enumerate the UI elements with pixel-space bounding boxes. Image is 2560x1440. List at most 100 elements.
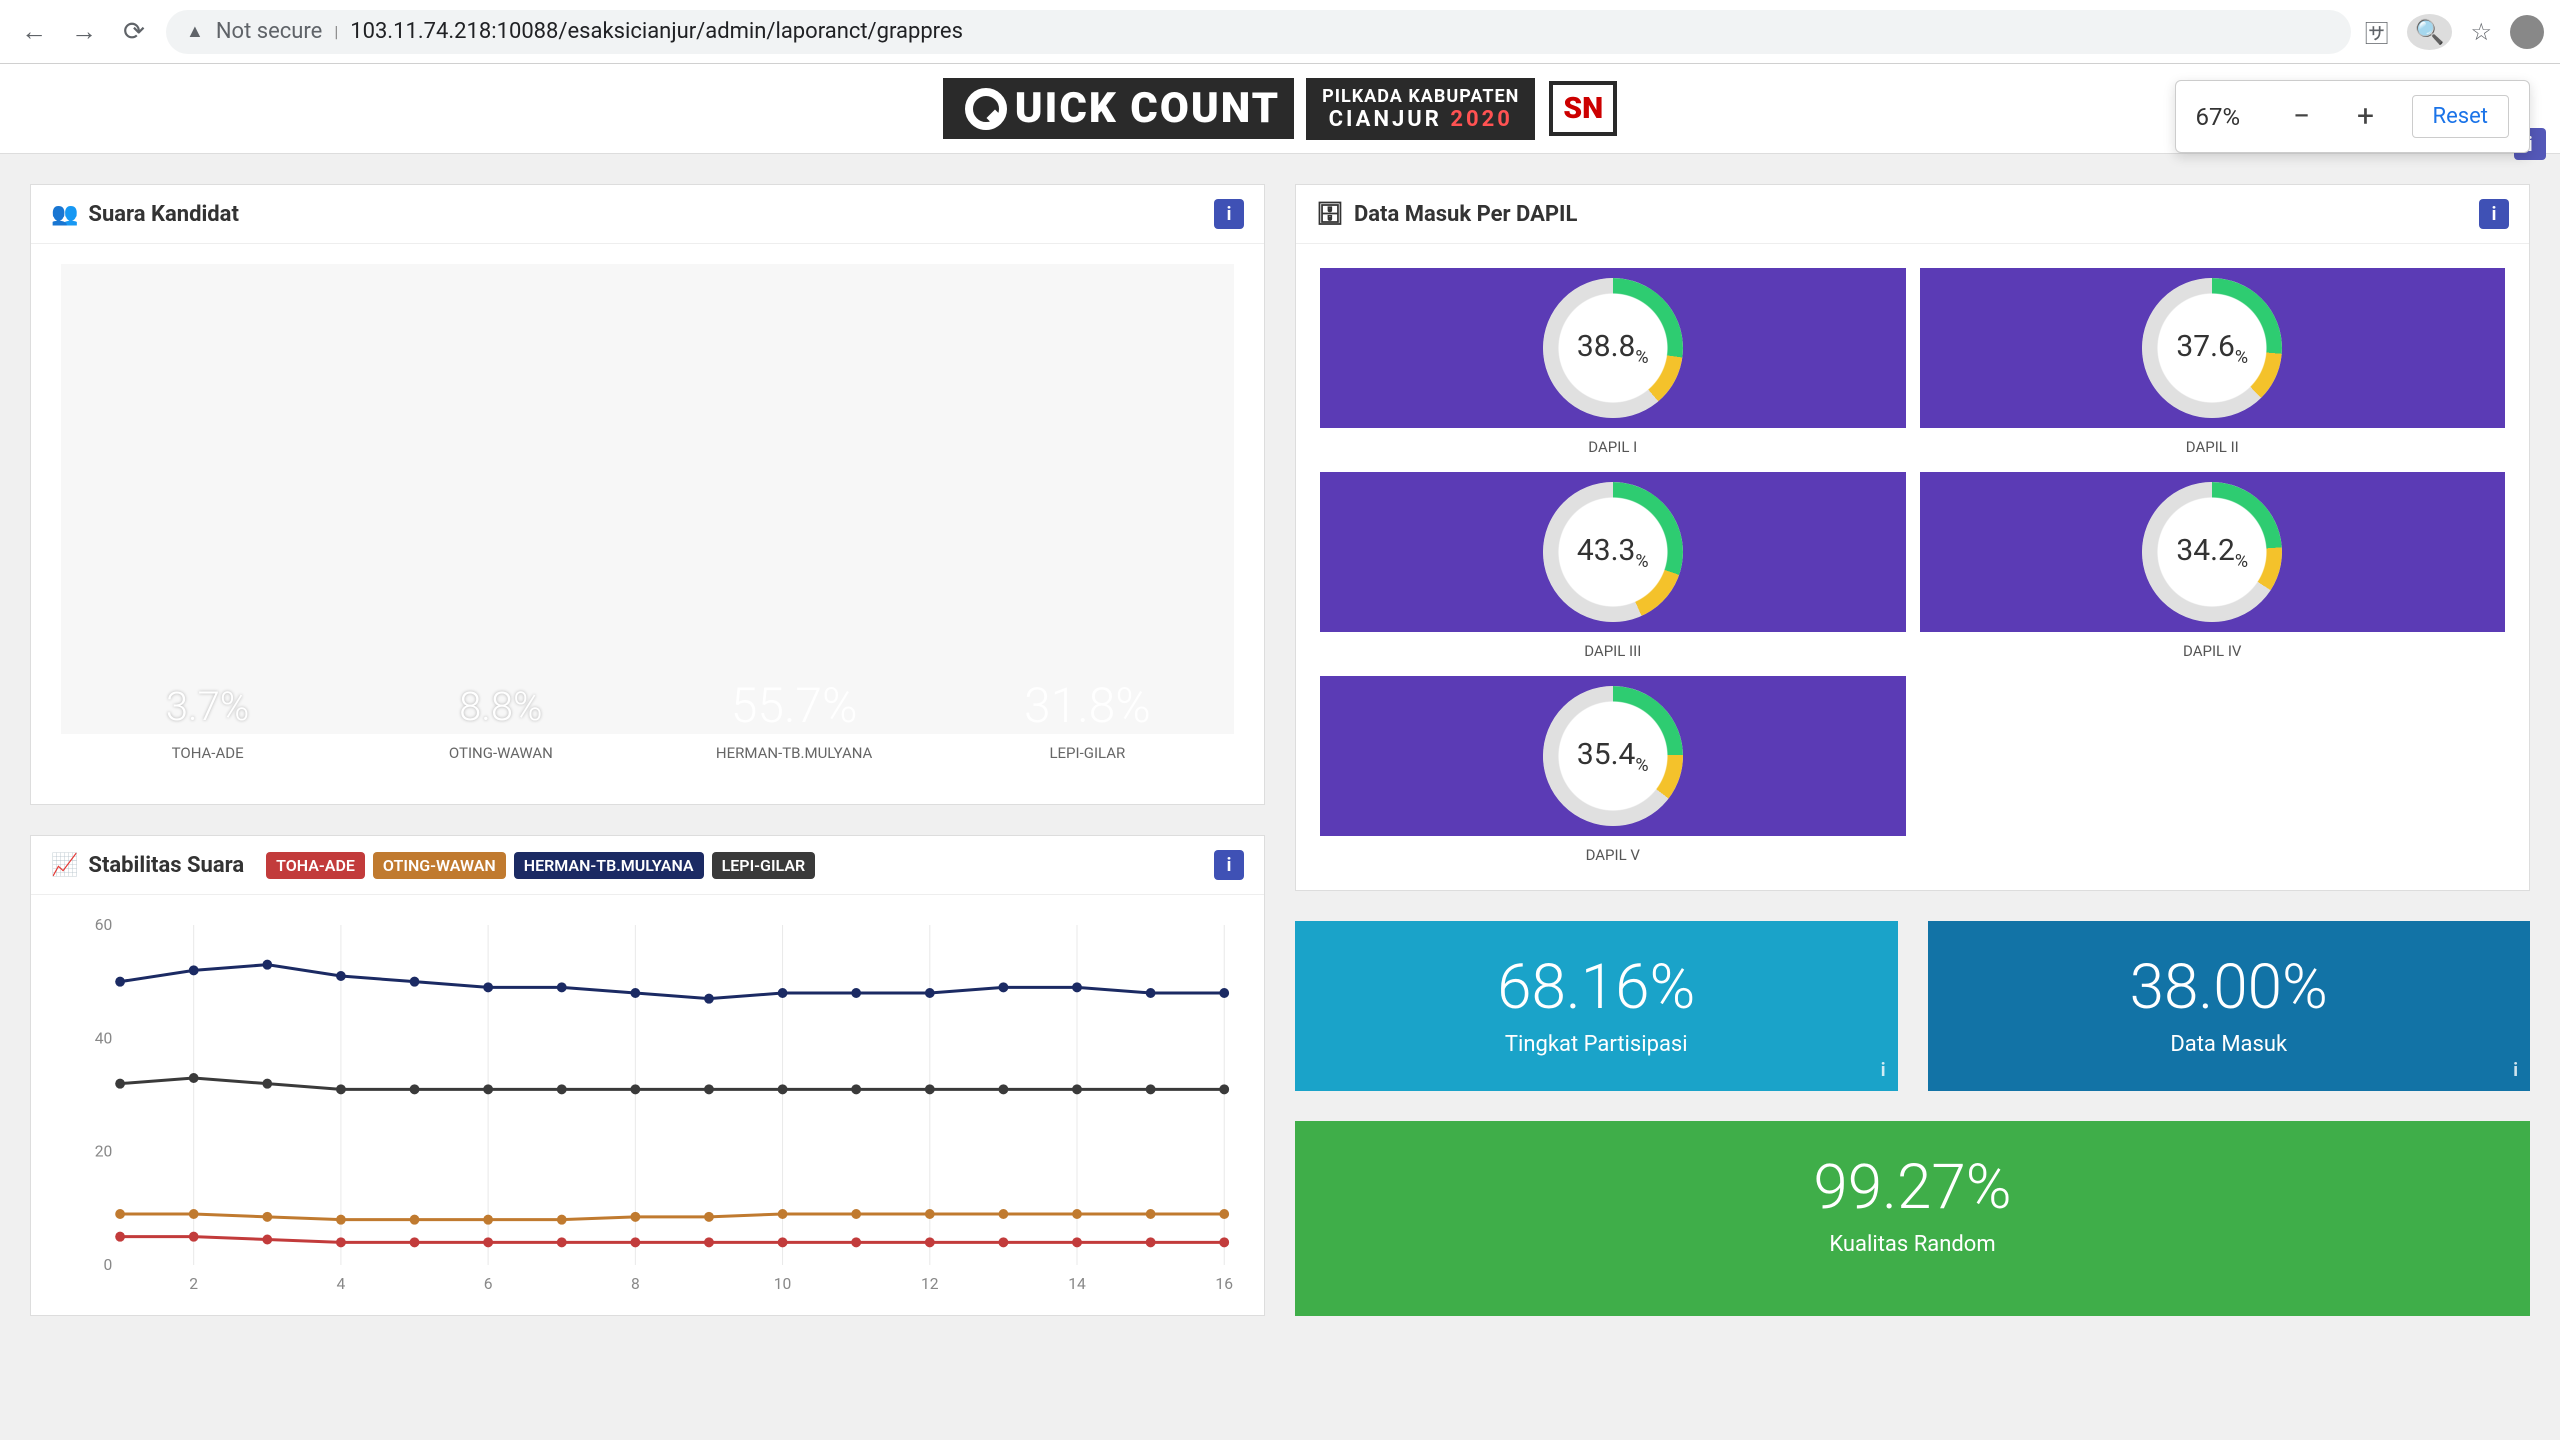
bar-category-label: TOHA-ADE bbox=[61, 734, 354, 762]
dapil-label: DAPIL I bbox=[1320, 438, 1906, 456]
svg-text:14: 14 bbox=[1068, 1274, 1086, 1293]
group-icon: 👥 bbox=[51, 202, 78, 227]
panel-data-masuk-dapil: 🗄 Data Masuk Per DAPIL i 38.8%DAPIL I37.… bbox=[1295, 184, 2530, 891]
line-chart: 0204060246810121416 bbox=[31, 895, 1264, 1315]
panel-suara-kandidat: 👥 Suara Kandidat i 3.7% 8.8% 55.7% 31.8% TO… bbox=[30, 184, 1265, 805]
logo-sub-city: CIANJUR bbox=[1329, 107, 1451, 132]
stat-label: Tingkat Partisipasi bbox=[1305, 1032, 1888, 1057]
legend-toha-ade: TOHA-ADE bbox=[266, 852, 365, 879]
stat-label: Data Masuk bbox=[1938, 1032, 2521, 1057]
logo-subtitle: PILKADA KABUPATEN CIANJUR 2020 bbox=[1306, 78, 1535, 140]
dapil-label: DAPIL III bbox=[1320, 642, 1906, 660]
zoom-out-button[interactable]: − bbox=[2284, 99, 2320, 134]
bar-value-label: 31.8% bbox=[970, 677, 1205, 734]
database-icon: 🗄 bbox=[1316, 202, 1344, 227]
stat-data-masuk: 38.00% Data Masuk i bbox=[1928, 921, 2531, 1091]
panel-title: 📈 Stabilitas Suara TOHA-ADEOTING-WAWANHE… bbox=[51, 852, 815, 879]
forward-button[interactable]: → bbox=[66, 14, 102, 50]
svg-text:16: 16 bbox=[1215, 1274, 1233, 1293]
dapil-tile: 34.2%DAPIL IV bbox=[1920, 472, 2506, 632]
stat-value: 68.16% bbox=[1305, 951, 1888, 1024]
svg-text:40: 40 bbox=[95, 1028, 113, 1047]
bar-category-label: LEPI-GILAR bbox=[941, 734, 1234, 762]
dapil-ring: 38.8% bbox=[1553, 288, 1673, 408]
dapil-value: 37.6% bbox=[2176, 329, 2248, 368]
dapil-ring: 43.3% bbox=[1553, 492, 1673, 612]
logo-q-icon bbox=[965, 88, 1007, 130]
zoom-popup: 67% − + Reset bbox=[2175, 80, 2530, 153]
dapil-label: DAPIL V bbox=[1320, 846, 1906, 864]
legend-oting-wawan: OTING-WAWAN bbox=[373, 852, 506, 879]
logo-sub-line2: CIANJUR 2020 bbox=[1322, 107, 1519, 132]
separator: | bbox=[334, 22, 338, 41]
dapil-label: DAPIL IV bbox=[1920, 642, 2506, 660]
panel-title: 🗄 Data Masuk Per DAPIL bbox=[1316, 202, 1577, 227]
stat-row: 68.16% Tingkat Partisipasi i 38.00% Data… bbox=[1295, 921, 2530, 1091]
stat-info-icon[interactable]: i bbox=[1881, 1060, 1886, 1081]
dapil-ring: 34.2% bbox=[2152, 492, 2272, 612]
zoom-in-button[interactable]: + bbox=[2348, 99, 2384, 134]
dapil-value: 35.4% bbox=[1577, 737, 1649, 776]
right-column: 🗄 Data Masuk Per DAPIL i 38.8%DAPIL I37.… bbox=[1295, 184, 2530, 1316]
stat-kualitas-random: 99.27% Kualitas Random bbox=[1295, 1121, 2530, 1316]
dashboard: 👥 Suara Kandidat i 3.7% 8.8% 55.7% 31.8% TO… bbox=[0, 154, 2560, 1316]
stat-value: 99.27% bbox=[1305, 1151, 2520, 1224]
reload-button[interactable]: ⟳ bbox=[116, 14, 152, 50]
panel-info-button[interactable]: i bbox=[1214, 850, 1244, 880]
svg-text:8: 8 bbox=[631, 1274, 640, 1293]
panel-info-button[interactable]: i bbox=[1214, 199, 1244, 229]
dapil-grid: 38.8%DAPIL I37.6%DAPIL II43.3%DAPIL III3… bbox=[1296, 244, 2529, 890]
panel-title: 👥 Suara Kandidat bbox=[51, 202, 239, 227]
bar-category-label: HERMAN-TB.MULYANA bbox=[648, 734, 941, 762]
panel-title-text: Data Masuk Per DAPIL bbox=[1354, 202, 1577, 227]
bookmark-icon[interactable]: ☆ bbox=[2470, 18, 2492, 46]
line-legend: TOHA-ADEOTING-WAWANHERMAN-TB.MULYANALEPI… bbox=[254, 852, 815, 879]
translate-icon[interactable]: 🈂 bbox=[2365, 14, 2389, 49]
dapil-tile: 35.4%DAPIL V bbox=[1320, 676, 1906, 836]
dapil-label: DAPIL II bbox=[1920, 438, 2506, 456]
address-bar[interactable]: ▲ Not secure | 103.11.74.218:10088/esaks… bbox=[166, 10, 2351, 54]
chrome-actions: 🈂 🔍 ☆ bbox=[2365, 14, 2544, 50]
dapil-tile: 38.8%DAPIL I bbox=[1320, 268, 1906, 428]
stat-partisipasi: 68.16% Tingkat Partisipasi i bbox=[1295, 921, 1898, 1091]
dapil-tile: 37.6%DAPIL II bbox=[1920, 268, 2506, 428]
stat-label: Kualitas Random bbox=[1305, 1232, 2520, 1257]
panel-info-button[interactable]: i bbox=[2479, 199, 2509, 229]
dapil-value: 38.8% bbox=[1577, 329, 1649, 368]
bar-category-label: OTING-WAWAN bbox=[354, 734, 647, 762]
not-secure-label: Not secure bbox=[216, 19, 322, 44]
logo: UICK COUNT PILKADA KABUPATEN CIANJUR 202… bbox=[943, 78, 1617, 140]
browser-toolbar: ← → ⟳ ▲ Not secure | 103.11.74.218:10088… bbox=[0, 0, 2560, 64]
bar-value-label: 8.8% bbox=[384, 683, 619, 730]
stat-value: 38.00% bbox=[1938, 951, 2521, 1024]
dapil-ring: 37.6% bbox=[2152, 288, 2272, 408]
panel-title-text: Suara Kandidat bbox=[88, 202, 239, 227]
bar-value-label: 55.7% bbox=[677, 677, 912, 734]
dapil-value: 34.2% bbox=[2176, 533, 2248, 572]
svg-text:10: 10 bbox=[774, 1274, 792, 1293]
zoom-reset-button[interactable]: Reset bbox=[2412, 95, 2509, 138]
svg-text:0: 0 bbox=[103, 1255, 112, 1274]
zoom-percent: 67% bbox=[2196, 103, 2256, 131]
chart-icon: 📈 bbox=[51, 853, 78, 878]
logo-badge: SN bbox=[1549, 81, 1617, 136]
bar-value-label: 3.7% bbox=[90, 683, 325, 730]
dapil-value: 43.3% bbox=[1577, 533, 1649, 572]
svg-text:60: 60 bbox=[95, 915, 113, 934]
svg-text:6: 6 bbox=[484, 1274, 493, 1293]
logo-q-block: UICK COUNT bbox=[943, 78, 1294, 139]
profile-avatar[interactable] bbox=[2510, 15, 2544, 49]
back-button[interactable]: ← bbox=[16, 14, 52, 50]
bar-chart: 3.7% 8.8% 55.7% 31.8% TOHA-ADEOTING-WAWANHE… bbox=[31, 244, 1264, 804]
svg-text:12: 12 bbox=[921, 1274, 939, 1293]
logo-sub-line1: PILKADA KABUPATEN bbox=[1322, 86, 1519, 107]
dapil-ring: 35.4% bbox=[1553, 696, 1673, 816]
zoom-icon[interactable]: 🔍 bbox=[2407, 14, 2453, 50]
svg-text:2: 2 bbox=[189, 1274, 198, 1293]
svg-text:4: 4 bbox=[337, 1274, 346, 1293]
legend-lepi-gilar: LEPI-GILAR bbox=[712, 852, 816, 879]
dapil-tile: 43.3%DAPIL III bbox=[1320, 472, 1906, 632]
panel-title-text: Stabilitas Suara bbox=[88, 853, 244, 878]
stat-info-icon[interactable]: i bbox=[2513, 1060, 2518, 1081]
logo-quick-right: UICK COUNT bbox=[1015, 84, 1280, 133]
